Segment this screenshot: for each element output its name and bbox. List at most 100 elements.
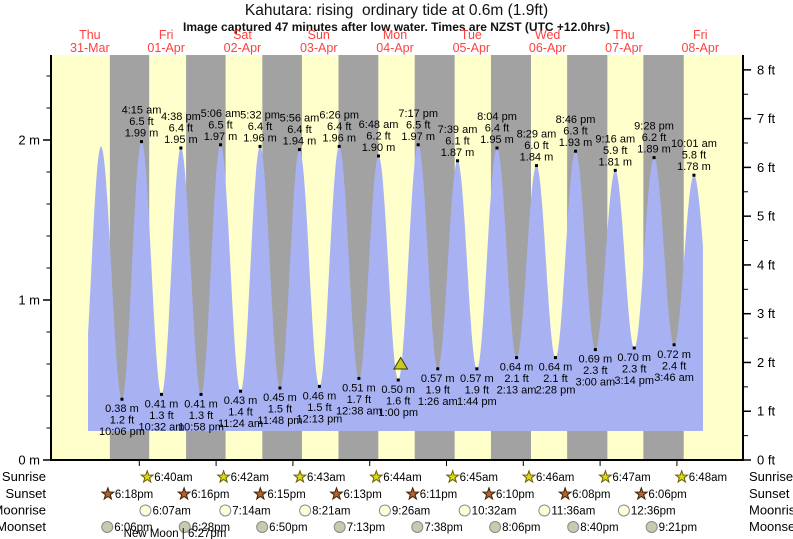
sunset-icon <box>405 486 421 501</box>
low-tide-label: 1.9 ft <box>465 384 489 396</box>
moonset-icon <box>645 521 658 533</box>
tide-point-dot <box>613 168 617 172</box>
moonset-time: 7:13pm <box>347 522 385 534</box>
tide-point-dot <box>475 367 479 371</box>
tide-point-dot <box>515 356 519 360</box>
moonrise-icon <box>538 504 551 517</box>
moonrise-time: 6:07am <box>152 506 190 518</box>
low-tide-label: 12:13 pm <box>296 413 342 425</box>
day-date-label: 05-Apr <box>453 41 491 55</box>
current-tide-marker <box>393 356 409 370</box>
low-tide-label: 2.3 ft <box>583 365 607 377</box>
high-tide-label: 9:16 am <box>595 133 635 145</box>
sunrise-time: 6:48am <box>689 472 727 484</box>
moonrise-time: 10:32am <box>472 506 517 518</box>
day-weekday-label: Fri <box>159 28 174 42</box>
low-tide-label: 0.64 m <box>539 362 573 374</box>
sunrise-row-label-right: Sunrise <box>749 469 793 484</box>
moonrise-icon <box>378 504 391 517</box>
high-tide-label: 1.94 m <box>283 136 317 148</box>
low-tide-label: 0.57 m <box>460 373 494 385</box>
sunrise-time: 6:46am <box>536 472 574 484</box>
high-tide-label: 1.90 m <box>362 142 396 154</box>
sunrise-time: 6:42am <box>231 472 269 484</box>
low-tide-label: 1.5 ft <box>268 404 292 416</box>
high-tide-label: 1.87 m <box>441 147 475 159</box>
sunrise-icon <box>216 469 231 484</box>
moonset-time: 8:40pm <box>580 522 618 534</box>
sunset-time: 6:18pm <box>115 489 153 501</box>
day-date-label: 06-Apr <box>529 41 567 55</box>
sunrise-icon <box>292 469 308 484</box>
high-tide-label: 6.4 ft <box>287 124 311 136</box>
moonrise-icon <box>299 504 312 517</box>
low-tide-label: 10:32 am <box>139 421 185 433</box>
tide-point-dot <box>632 346 636 350</box>
day-date-label: 03-Apr <box>300 41 338 55</box>
moonrise-time: 12:36pm <box>631 506 676 518</box>
low-tide-label: 0.41 m <box>145 398 179 410</box>
high-tide-label: 1.81 m <box>598 156 632 168</box>
high-tide-label: 6:26 pm <box>319 109 359 121</box>
moonset-time: 6:50pm <box>269 522 307 534</box>
moonrise-icon <box>458 504 471 517</box>
sunrise-time: 6:47am <box>612 472 650 484</box>
sunrise-time: 6:43am <box>307 472 345 484</box>
high-tide-label: 6.4 ft <box>169 123 193 135</box>
moonset-icon <box>178 521 191 533</box>
tide-point-dot <box>199 392 203 396</box>
moonrise-time: 8:21am <box>312 506 350 518</box>
high-tide-label: 1.95 m <box>164 134 198 146</box>
tide-point-dot <box>159 392 163 396</box>
high-tide-label: 6.2 ft <box>366 131 390 143</box>
high-tide-label: 4:15 am <box>122 105 162 117</box>
low-tide-label: 1:00 pm <box>378 407 418 419</box>
tide-point-dot <box>120 397 124 401</box>
sunrise-row-label-left: Sunrise <box>2 469 46 484</box>
high-tide-label: 8:46 pm <box>556 114 596 126</box>
high-tide-label: 9:28 pm <box>634 121 674 133</box>
sunset-time: 6:10pm <box>496 489 534 501</box>
day-date-label: 31-Mar <box>70 41 110 55</box>
right-axis-label: 7 ft <box>757 111 775 126</box>
sunrise-time: 6:40am <box>154 472 192 484</box>
low-tide-label: 1.3 ft <box>189 410 213 422</box>
high-tide-label: 4:38 pm <box>161 111 201 123</box>
high-tide-label: 1.97 m <box>401 131 435 143</box>
high-tide-label: 6.5 ft <box>129 116 153 128</box>
high-tide-label: 6.5 ft <box>406 119 430 131</box>
sunrise-icon <box>598 469 613 484</box>
low-tide-label: 0.70 m <box>617 352 651 364</box>
high-tide-label: 1.96 m <box>243 132 277 144</box>
day-weekday-label: Mon <box>383 28 407 42</box>
sunrise-time: 6:44am <box>383 472 421 484</box>
high-tide-label: 5:32 pm <box>240 109 280 121</box>
day-date-label: 01-Apr <box>147 41 185 55</box>
sunset-icon <box>252 486 268 501</box>
low-tide-label: 2.3 ft <box>622 364 646 376</box>
sunrise-icon <box>368 469 384 484</box>
high-tide-label: 1.84 m <box>520 152 554 164</box>
sunrise-icon <box>139 469 155 484</box>
tide-point-dot <box>317 384 321 388</box>
sunrise-icon <box>674 469 690 484</box>
moonrise-icon <box>617 504 630 517</box>
high-tide-label: 6.2 ft <box>642 132 666 144</box>
sunrise-icon <box>445 469 461 484</box>
right-axis-label: 0 ft <box>757 453 775 468</box>
tide-point-dot <box>278 386 282 390</box>
tide-point-dot <box>574 149 578 153</box>
moonset-icon <box>567 521 580 533</box>
sunset-row-label-left: Sunset <box>6 486 47 501</box>
day-weekday-label: Wed <box>535 28 561 42</box>
tide-point-dot <box>593 348 597 352</box>
low-tide-label: 0.64 m <box>500 362 534 374</box>
high-tide-label: 1.89 m <box>637 144 671 156</box>
high-tide-label: 5:56 am <box>280 113 320 125</box>
moonrise-time: 11:36am <box>551 506 595 518</box>
tide-curve <box>88 141 703 431</box>
low-tide-label: 2.4 ft <box>662 360 686 372</box>
sunset-time: 6:06pm <box>648 489 686 501</box>
high-tide-label: 5.9 ft <box>603 145 627 157</box>
